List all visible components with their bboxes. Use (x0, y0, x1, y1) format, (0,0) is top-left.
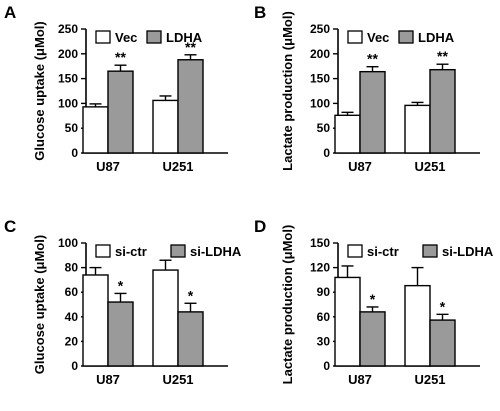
chart-panel-d: D Lactate production (μMol) 0 30 60 90 120 150 U… (254, 217, 494, 387)
y-tick-label: 150 (310, 72, 330, 86)
panel-letter: D (254, 217, 266, 236)
x-tick-label: U87 (96, 372, 120, 387)
y-tick-label: 60 (317, 310, 331, 324)
legend-swatch (422, 244, 438, 258)
significance-marker: * (118, 277, 124, 293)
bar-series-1 (404, 104, 431, 154)
y-tick-label: 150 (58, 72, 78, 86)
y-axis-title: Lactate production (μMol) (280, 225, 295, 385)
y-tick-label: 0 (323, 359, 330, 373)
panel-letter: C (4, 217, 16, 236)
bar-series-2 (107, 301, 134, 367)
panel-letter: B (254, 3, 266, 22)
bar-series-2 (177, 59, 204, 154)
legend-label: Vec (367, 30, 389, 45)
bar-series-1 (82, 106, 109, 154)
legend-label: LDHA (418, 30, 455, 45)
significance-marker: ** (115, 49, 126, 65)
y-tick-label: 0 (71, 146, 78, 160)
y-tick-label: 120 (310, 261, 330, 275)
bar-series-1 (152, 99, 179, 154)
bar-series-1 (334, 276, 361, 367)
y-tick-label: 50 (317, 121, 331, 135)
legend-label: LDHA (166, 30, 203, 45)
chart-panel-b: B Lactate production (μMol) 0 50 100 150 200 25… (254, 3, 480, 174)
y-tick-label: 200 (310, 47, 330, 61)
y-tick-label: 250 (310, 22, 330, 36)
bar-series-2 (359, 311, 386, 367)
legend-label: si-ctr (367, 244, 399, 259)
legend-swatch (95, 244, 111, 258)
legend-swatch (146, 30, 162, 44)
bar-series-1 (334, 114, 361, 154)
y-axis-title: Glucose uptake (μMol) (32, 235, 47, 374)
bar-series-1 (152, 269, 179, 367)
y-axis-title: Lactate production (μMol) (280, 11, 295, 171)
y-tick-label: 90 (317, 285, 331, 299)
y-tick-label: 200 (58, 47, 78, 61)
y-tick-label: 40 (65, 310, 79, 324)
legend-swatch (170, 244, 186, 258)
legend-label: si-LDHA (190, 244, 242, 259)
significance-marker: ** (185, 39, 196, 55)
bar-series-2 (107, 70, 134, 154)
significance-marker: * (370, 291, 376, 307)
legend-swatch (347, 30, 363, 44)
chart-panel-a: A Glucose uptake (μMol) 0 50 100 150 200 250 U87… (4, 3, 228, 174)
significance-marker: ** (367, 51, 378, 67)
y-tick-label: 60 (65, 285, 79, 299)
y-tick-label: 30 (317, 334, 331, 348)
x-tick-label: U87 (96, 159, 120, 174)
x-tick-label: U251 (414, 159, 445, 174)
x-tick-label: U251 (162, 372, 193, 387)
bar-series-2 (429, 319, 456, 367)
y-axis-title: Glucose uptake (μMol) (32, 21, 47, 160)
chart-panel-c: C Glucose uptake (μMol) 0 20 40 60 80 100 U87 U25… (4, 217, 242, 387)
x-tick-label: U251 (414, 372, 445, 387)
significance-marker: ** (437, 48, 448, 64)
legend-swatch (347, 244, 363, 258)
y-tick-label: 0 (71, 359, 78, 373)
legend-label: si-ctr (115, 244, 147, 259)
x-tick-label: U87 (348, 372, 372, 387)
bar-series-2 (177, 311, 204, 367)
x-tick-label: U87 (348, 159, 372, 174)
legend-label: si-LDHA (442, 244, 494, 259)
y-tick-label: 20 (65, 334, 79, 348)
y-tick-label: 100 (310, 96, 330, 110)
y-tick-label: 100 (58, 236, 78, 250)
y-tick-label: 150 (310, 236, 330, 250)
y-tick-label: 250 (58, 22, 78, 36)
x-tick-label: U251 (162, 159, 193, 174)
legend-swatch (398, 30, 414, 44)
y-tick-label: 100 (58, 96, 78, 110)
bar-series-1 (82, 274, 109, 367)
y-tick-label: 50 (65, 121, 79, 135)
panel-letter: A (4, 3, 16, 22)
bar-series-2 (429, 68, 456, 154)
y-tick-label: 80 (65, 261, 79, 275)
significance-marker: * (188, 287, 194, 303)
bar-series-2 (359, 70, 386, 154)
legend-swatch (95, 30, 111, 44)
legend-label: Vec (115, 30, 137, 45)
significance-marker: * (440, 298, 446, 314)
bar-series-1 (404, 284, 431, 367)
y-tick-label: 0 (323, 146, 330, 160)
